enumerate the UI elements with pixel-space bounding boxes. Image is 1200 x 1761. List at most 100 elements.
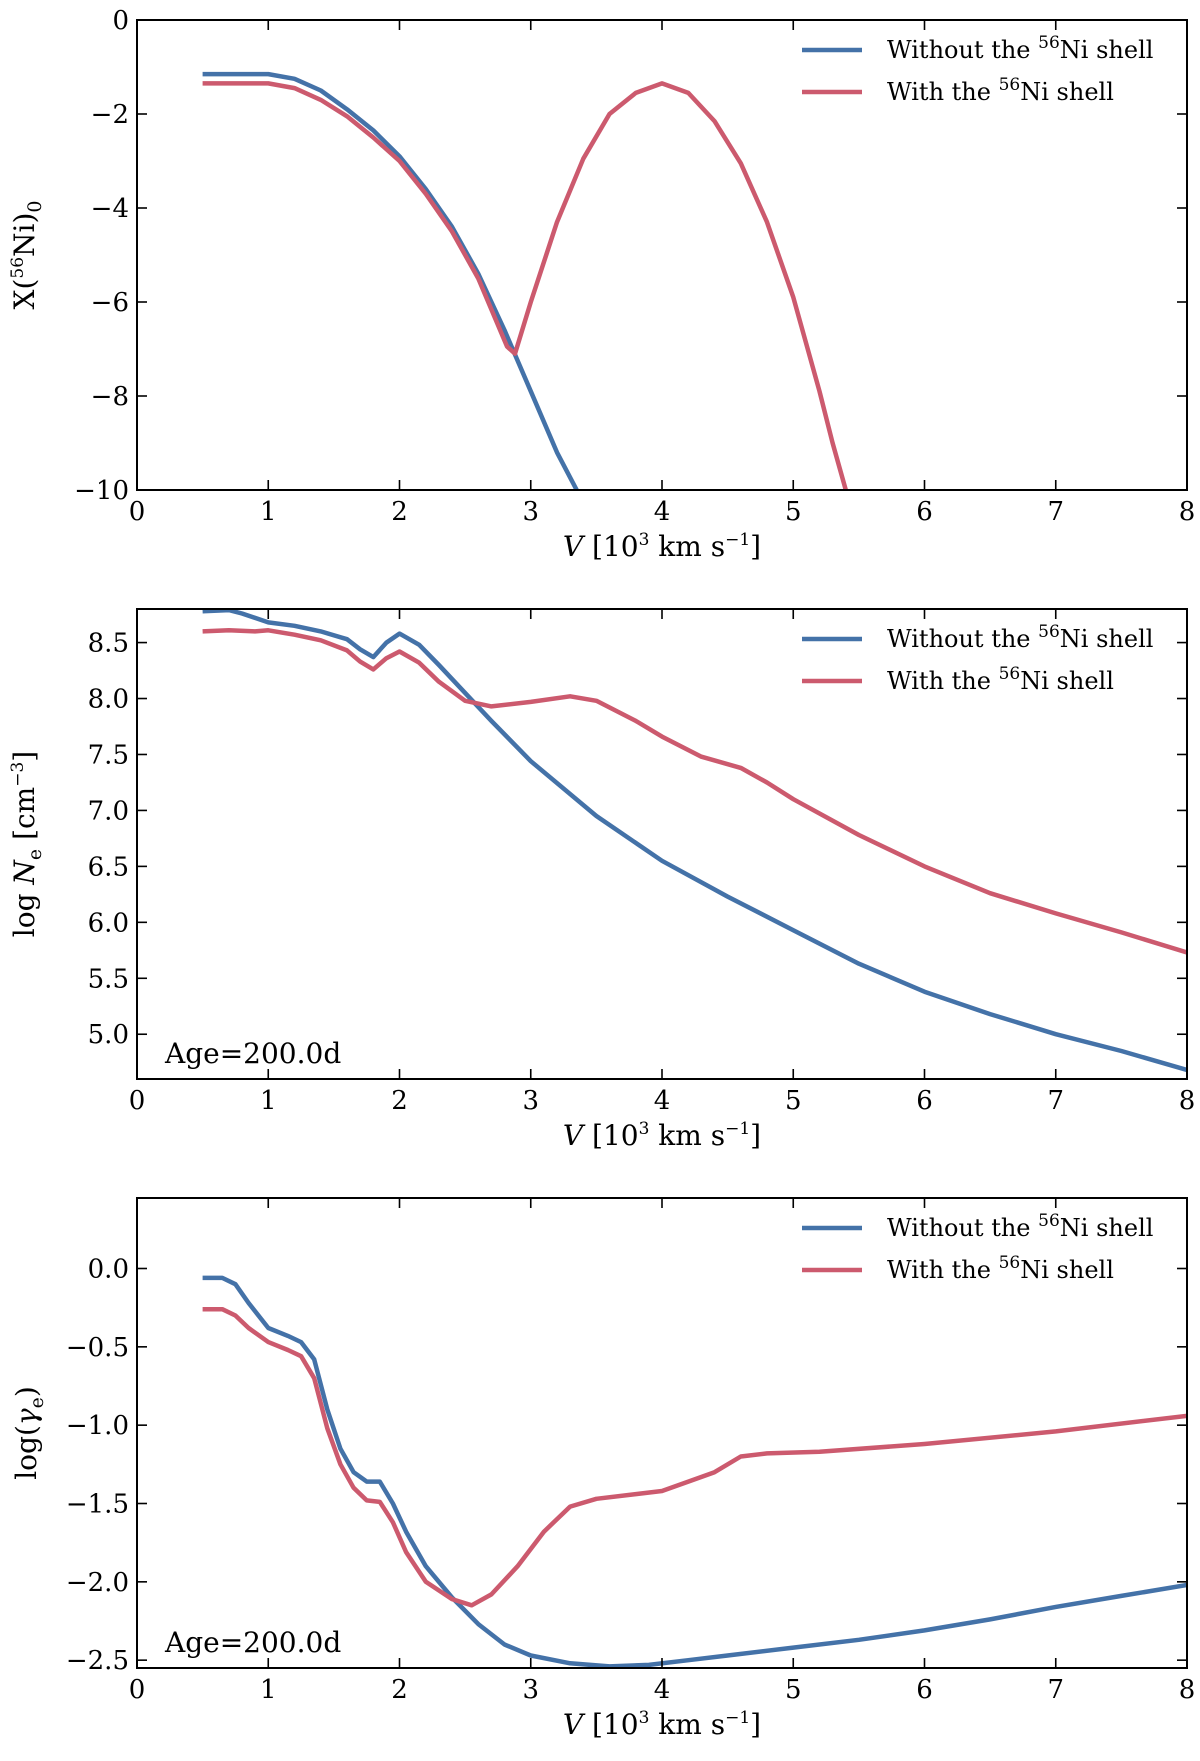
x-tick-label: 8 [1179,497,1196,527]
x-axis-label-var: V [563,530,586,563]
legend-label-part: Without the [887,36,1038,64]
x-tick-label: 4 [654,497,671,527]
x-axis-label-sup: −1 [725,530,750,550]
x-tick-label: 7 [1047,497,1064,527]
y-axis-label-part: log [8,885,41,938]
x-axis-label: V [103 km s−1] [563,1708,761,1741]
x-axis-label-part: km s [649,1119,725,1152]
y-axis-label-sup: 56 [8,257,28,279]
y-tick-label: −0.5 [66,1333,129,1363]
legend-label-without: Without the 56Ni shell [887,33,1153,64]
legend-label-without: Without the 56Ni shell [887,1211,1153,1242]
y-axis-label-sub: e [24,849,46,860]
y-tick-label: 8.5 [88,629,129,659]
x-tick-label: 5 [785,497,802,527]
x-tick-label: 6 [916,1086,933,1116]
y-tick-label: 5.5 [88,964,129,994]
y-tick-label: −10 [74,476,129,506]
x-tick-label: 5 [785,1086,802,1116]
x-axis-label-part: ] [750,530,761,563]
x-tick-label: 6 [916,497,933,527]
legend-label-part: Without the [887,625,1038,653]
y-axis-label-var: γ [10,1408,43,1425]
legend-label-part: With the [887,667,999,695]
y-axis-label-part: Ni) [8,213,41,257]
y-tick-label: 8.0 [88,685,129,715]
x-tick-label: 3 [522,1086,539,1116]
series-line-without [202,609,1187,1073]
x-tick-label: 1 [260,1675,277,1705]
y-tick-label: −1.0 [66,1411,129,1441]
y-tick-label: −8 [91,382,129,412]
legend-label-sup: 56 [999,1253,1021,1273]
legend-label-part: Ni shell [1060,36,1154,64]
x-axis-label-part: [10 [583,1119,638,1152]
y-tick-label: 6.5 [88,852,129,882]
x-tick-label: 8 [1179,1675,1196,1705]
y-tick-label: −1.5 [66,1490,129,1520]
x-axis-label-part: [10 [583,1708,638,1741]
legend-label-with: With the 56Ni shell [887,75,1114,106]
x-axis-label-part: km s [649,530,725,563]
x-axis-label: V [103 km s−1] [563,530,761,563]
y-axis-label-sub: 0 [24,201,46,213]
legend-label-with: With the 56Ni shell [887,1253,1114,1284]
x-tick-label: 4 [654,1086,671,1116]
y-tick-label: −2 [91,100,129,130]
y-tick-label: 7.5 [88,740,129,770]
legend-label-part: With the [887,78,999,106]
x-axis-label-sup: 3 [639,530,650,550]
x-tick-label: 0 [129,1086,146,1116]
x-tick-label: 3 [522,1675,539,1705]
legend-label-part: Ni shell [1060,1214,1154,1242]
x-tick-label: 2 [391,1675,408,1705]
series-line-with [202,81,848,490]
y-axis-label: log(γe) [10,1386,48,1480]
x-tick-label: 5 [785,1675,802,1705]
series-line-without [202,1275,1187,1668]
y-axis-label-part: X( [8,279,41,310]
x-axis-label-var: V [563,1119,586,1152]
x-tick-label: 0 [129,1675,146,1705]
legend-label-part: Ni shell [1020,667,1114,695]
x-tick-label: 1 [260,497,277,527]
x-axis-label-part: ] [750,1119,761,1152]
y-axis-label-part: log( [10,1425,43,1480]
y-axis-label-var: N [8,859,41,886]
age-annotation: Age=200.0d [164,1037,341,1070]
panel-top: 0 1 2 3 4 5 6 7 80−2−4−6−8−10V [103 km s−1]X(56N… [8,6,1195,563]
x-tick-label: 1 [260,1086,277,1116]
x-tick-label: 7 [1047,1086,1064,1116]
x-axis-label-part: km s [649,1708,725,1741]
x-axis-label-sup: 3 [639,1119,650,1139]
x-axis-label-var: V [563,1708,586,1741]
y-tick-label: 0 [112,6,129,36]
y-axis-label-sup: −3 [8,762,28,787]
y-axis-label-part: [cm [8,787,41,849]
y-tick-label: −4 [91,194,129,224]
legend-label-part: Without the [887,1214,1038,1242]
legend-label-part: With the [887,1256,999,1284]
panel-bottom: 0 1 2 3 4 5 6 7 80.0−0.5−1.0−1.5−2.0−2.5V [103 k… [10,1197,1196,1741]
legend-label-with: With the 56Ni shell [887,664,1114,695]
series-line-without [202,71,579,490]
legend-label-sup: 56 [1038,33,1060,53]
legend-label-sup: 56 [999,664,1021,684]
y-tick-label: 5.0 [88,1020,129,1050]
x-axis-label-part: [10 [583,530,638,563]
y-tick-label: −2.5 [66,1646,129,1676]
x-tick-label: 4 [654,1675,671,1705]
x-tick-label: 2 [391,1086,408,1116]
legend-label-sup: 56 [1038,622,1060,642]
series-line-with [202,1306,1187,1608]
y-axis-label: X(56Ni)0 [8,201,46,310]
x-axis-label-sup: 3 [639,1708,650,1728]
y-axis-label: log Ne [cm−3] [8,751,46,937]
x-tick-label: 2 [391,497,408,527]
legend-label-without: Without the 56Ni shell [887,622,1153,653]
x-axis-label-sup: −1 [725,1708,750,1728]
y-tick-label: 0.0 [88,1255,129,1285]
series-line-with [202,628,1187,955]
legend-label-sup: 56 [999,75,1021,95]
